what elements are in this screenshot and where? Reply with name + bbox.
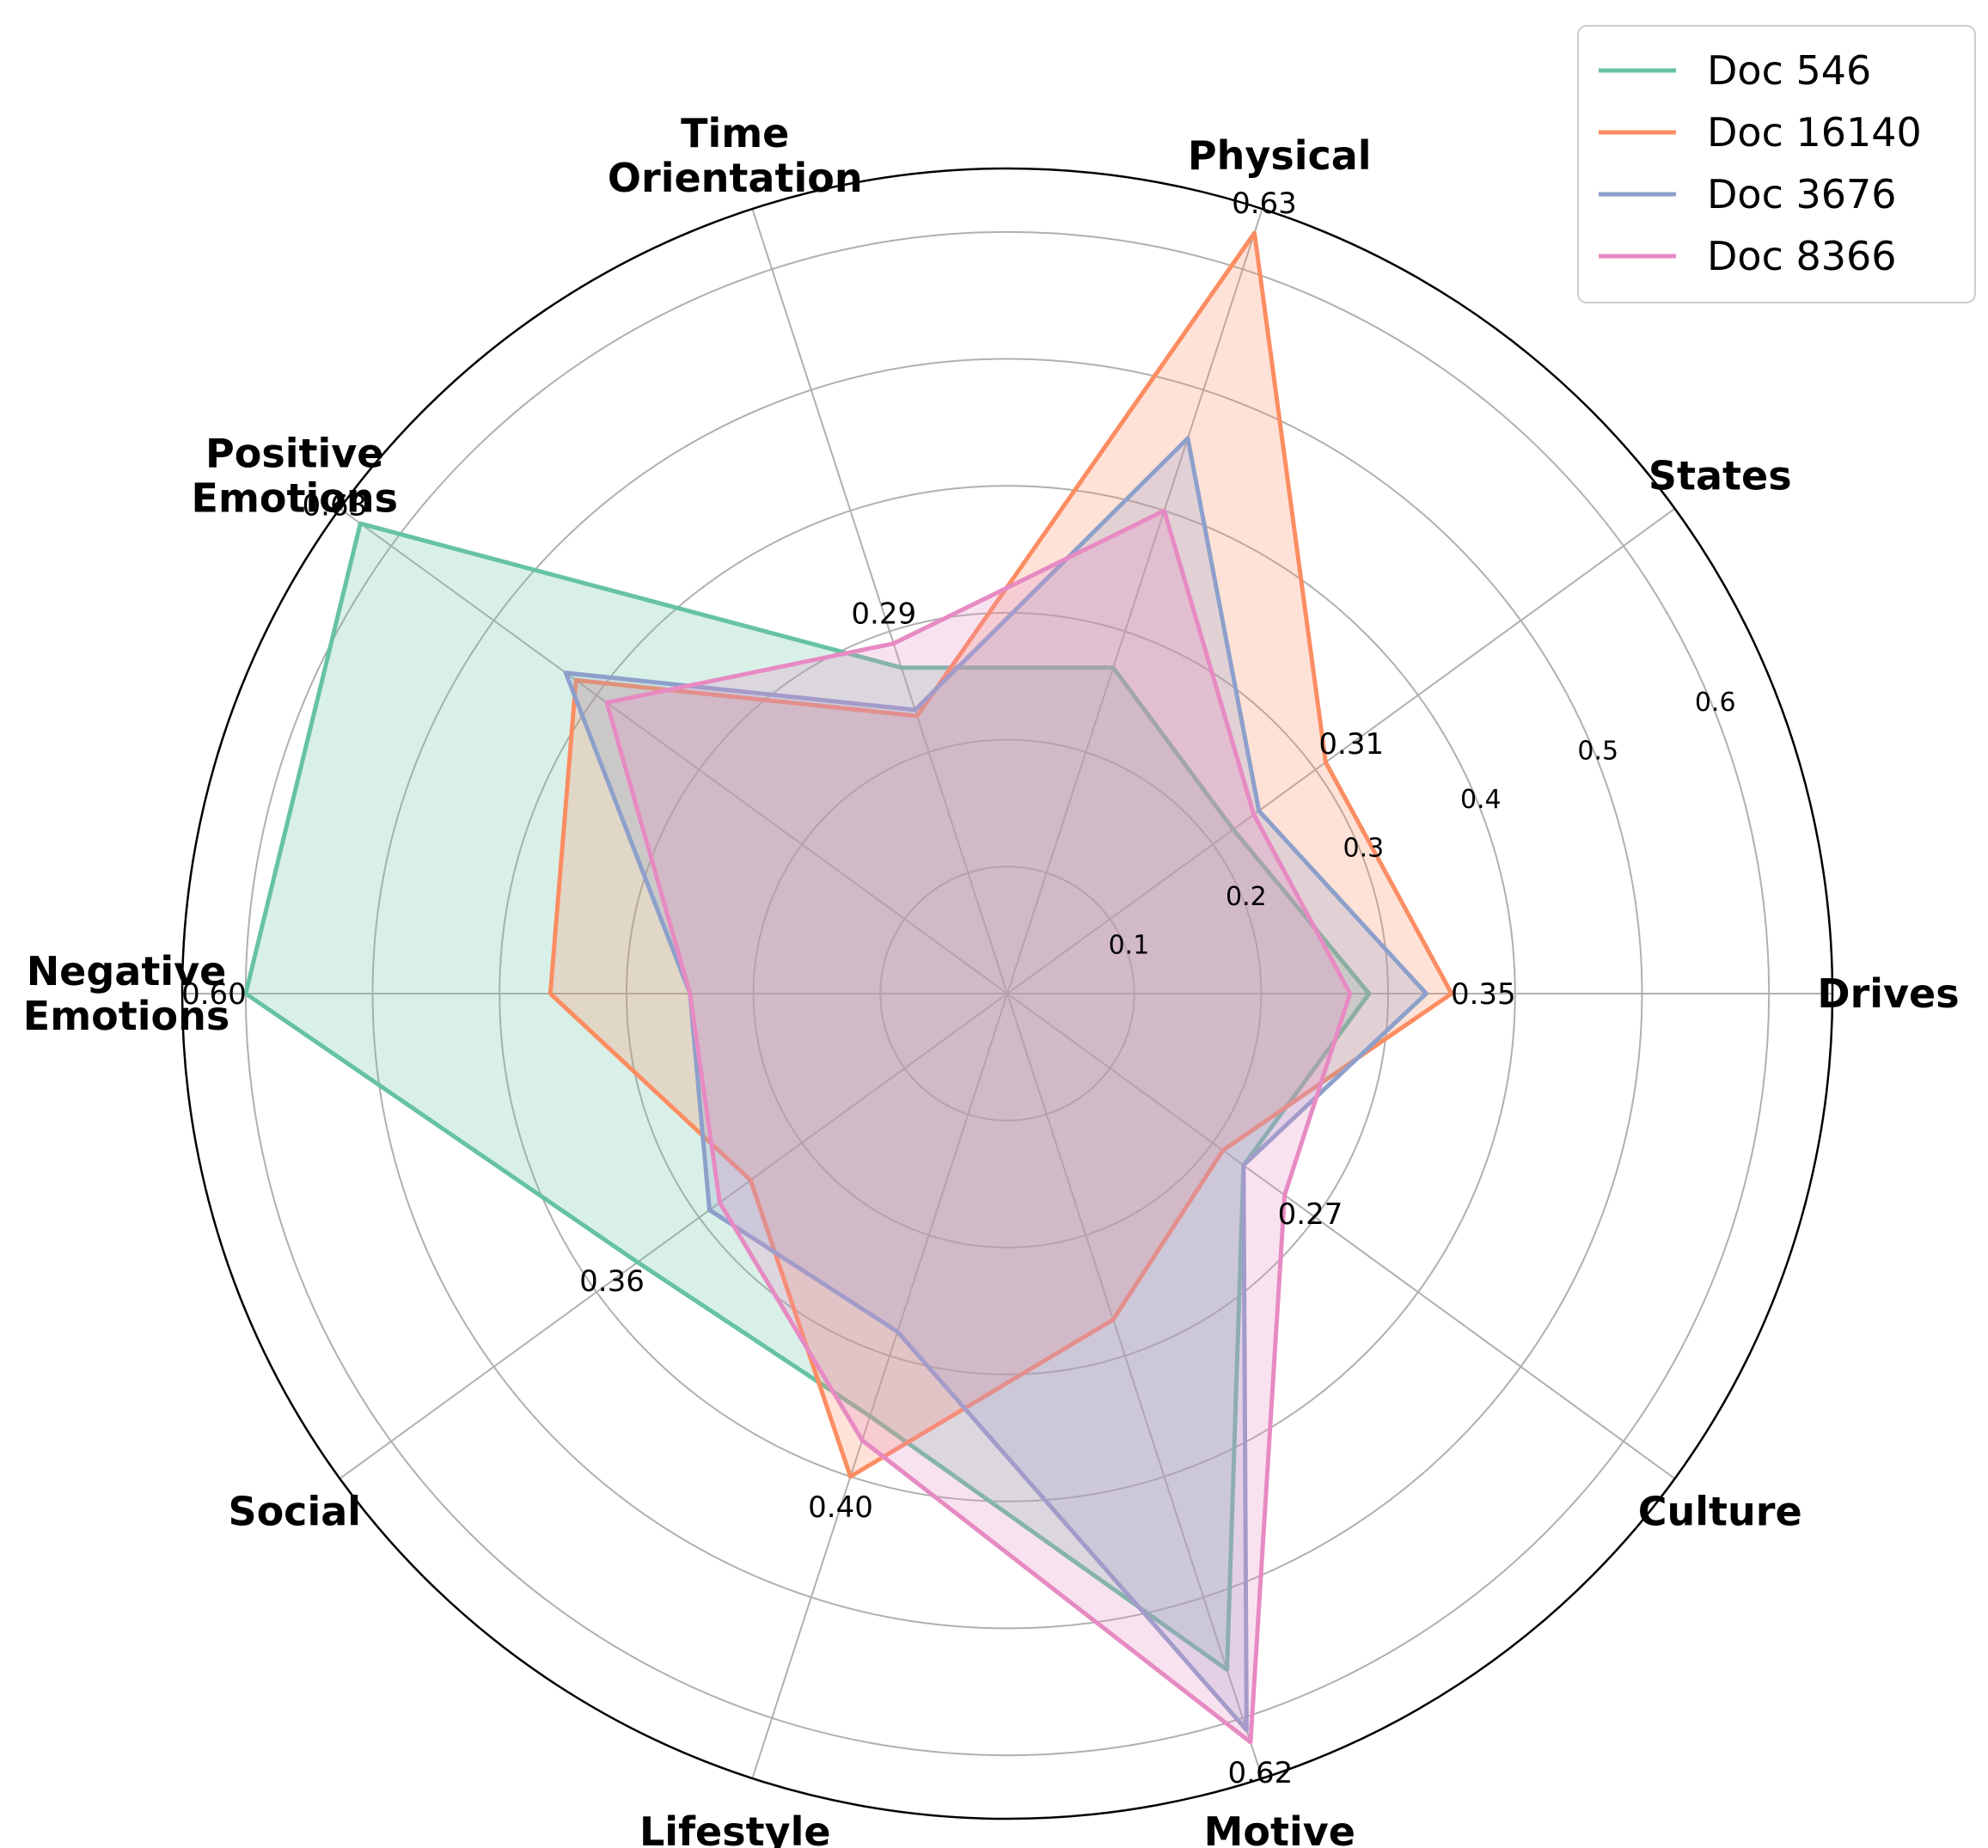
- axis-label-5: Negative Emotions: [23, 948, 229, 1039]
- data-label-0: 0.35: [1451, 977, 1516, 1012]
- data-label-8: 0.62: [1228, 1756, 1294, 1790]
- radial-ticks: 0.1 0.2 0.3 0.4 0.5 0.6: [1109, 688, 1736, 961]
- data-label-1: 0.31: [1318, 727, 1384, 762]
- spoke-4: [339, 507, 1008, 994]
- axis-labels: Drives States Physical Time Orientation Posit…: [23, 110, 1960, 1848]
- axis-label-7: Lifestyle: [639, 1808, 831, 1848]
- legend: Doc 546 Doc 16140 Doc 3676 Doc 8366: [1577, 25, 1976, 303]
- legend-label-2: Doc 3676: [1707, 171, 1897, 217]
- legend-box: [1577, 25, 1976, 303]
- axis-label-6: Social: [228, 1488, 361, 1534]
- spoke-6: [339, 993, 1008, 1480]
- radial-tick-1: 0.1: [1109, 930, 1150, 960]
- polar-grid: [180, 167, 1834, 1820]
- data-label-6: 0.36: [579, 1264, 645, 1299]
- radial-tick-4: 0.4: [1460, 785, 1502, 815]
- series-1: [547, 230, 1454, 1479]
- radial-tick-2: 0.2: [1226, 882, 1267, 912]
- data-label-7: 0.40: [808, 1490, 873, 1525]
- data-label-3: 0.29: [851, 597, 916, 632]
- data-label-9: 0.27: [1278, 1197, 1343, 1232]
- axis-label-2: Physical: [1188, 132, 1372, 179]
- legend-label-3: Doc 8366: [1707, 233, 1897, 279]
- axis-label-4: Positive Emotions: [192, 431, 398, 522]
- axis-label-3: Time Orientation: [608, 110, 863, 201]
- spoke-2: [1006, 208, 1263, 994]
- radial-tick-3: 0.3: [1343, 833, 1384, 863]
- radial-tick-5: 0.5: [1577, 736, 1618, 766]
- axis-label-8: Motive: [1204, 1808, 1355, 1848]
- legend-label-1: Doc 16140: [1707, 109, 1922, 156]
- spoke-7: [751, 993, 1008, 1779]
- spoke-9: [1006, 993, 1676, 1480]
- legend-label-0: Doc 546: [1707, 47, 1871, 94]
- data-label-5: 0.60: [181, 977, 247, 1012]
- series-3: [604, 508, 1353, 1745]
- axis-label-9: Culture: [1638, 1488, 1802, 1534]
- series-0: [243, 521, 1372, 1673]
- axis-label-0: Drives: [1817, 970, 1959, 1017]
- series-layer: [243, 230, 1454, 1745]
- spoke-3: [751, 208, 1008, 994]
- data-label-2: 0.63: [1232, 187, 1297, 221]
- data-label-4: 0.63: [303, 488, 368, 523]
- data-labels: 0.35 0.31 0.63 0.29 0.63 0.60 0.36 0.40 0.62 0.27: [181, 187, 1516, 1790]
- axis-label-1: States: [1649, 453, 1792, 499]
- outer-boundary: [180, 167, 1834, 1820]
- spoke-8: [1006, 993, 1263, 1779]
- radial-tick-6: 0.6: [1695, 688, 1736, 718]
- spoke-1: [1006, 507, 1676, 994]
